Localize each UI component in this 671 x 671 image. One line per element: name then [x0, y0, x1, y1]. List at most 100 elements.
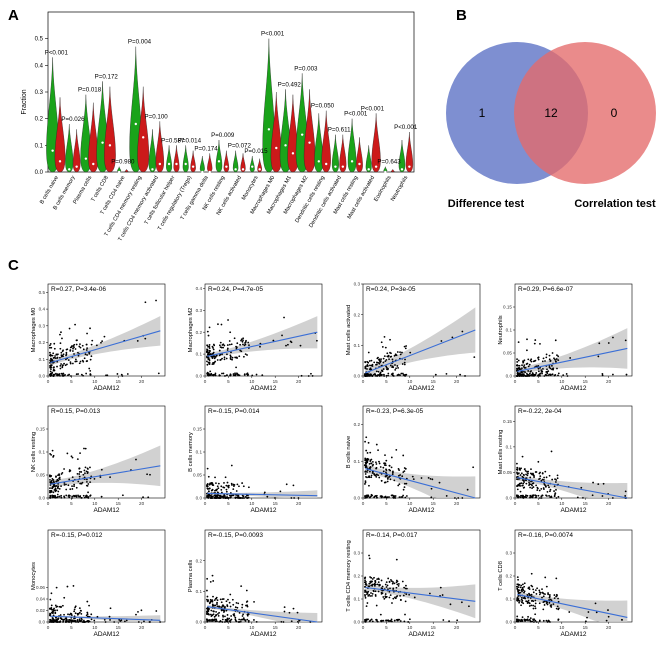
- scatter-point: [241, 340, 244, 343]
- scatter-ci-band: [517, 474, 628, 498]
- scatter-point: [607, 615, 610, 618]
- scatter-point: [82, 360, 85, 363]
- scatter-point: [240, 338, 243, 341]
- scatter-point: [206, 344, 208, 347]
- scatter-x-axis-label: ADAM12: [250, 507, 276, 514]
- scatter-point: [89, 466, 91, 469]
- scatter-point: [369, 451, 372, 454]
- scatter-point: [52, 480, 55, 483]
- scatter-point: [234, 497, 237, 499]
- scatter-point: [85, 614, 88, 617]
- scatter-point: [538, 373, 541, 376]
- scatter-point: [534, 339, 537, 341]
- scatter-x-axis-label: ADAM12: [408, 631, 434, 638]
- scatter-point: [373, 583, 376, 586]
- scatter-x-tick-label: 10: [249, 625, 255, 630]
- venn-set-label-correlation: Correlation test: [574, 198, 656, 210]
- scatter-point: [532, 588, 535, 591]
- scatter-point: [517, 586, 520, 589]
- scatter-point: [540, 497, 543, 499]
- scatter-point: [378, 476, 381, 479]
- scatter-point: [554, 492, 557, 495]
- scatter-point: [55, 620, 57, 622]
- scatter-x-axis-label: ADAM12: [93, 507, 119, 514]
- scatter-point: [221, 618, 224, 621]
- scatter-point: [208, 361, 211, 364]
- violin-green-median: [117, 170, 121, 174]
- violin-p-value: P=0.004: [128, 39, 152, 46]
- scatter-point: [375, 463, 378, 465]
- scatter-point: [543, 488, 545, 491]
- scatter-point: [397, 583, 400, 585]
- scatter-point: [382, 619, 385, 622]
- scatter-point: [548, 358, 551, 361]
- scatter-point: [379, 466, 382, 468]
- scatter-point: [383, 335, 386, 338]
- violin-red: [356, 137, 363, 173]
- scatter-point: [395, 354, 398, 357]
- scatter-point: [375, 476, 378, 478]
- scatter-point: [532, 482, 535, 484]
- violin-p-value: P=0.050: [311, 103, 335, 110]
- scatter-y-tick-label: 0.1: [39, 450, 46, 455]
- scatter-point: [79, 343, 81, 346]
- scatter-point: [540, 369, 543, 372]
- scatter-point: [460, 601, 463, 604]
- scatter-point: [528, 592, 530, 595]
- scatter-y-axis-label: Macrophages M2: [188, 308, 194, 353]
- scatter-point: [368, 360, 371, 362]
- violin-red-median: [275, 146, 278, 150]
- scatter-y-tick-label: 0.0: [506, 496, 513, 501]
- scatter-regression-line: [365, 329, 476, 374]
- scatter-x-axis-label: ADAM12: [250, 385, 276, 392]
- scatter-point: [523, 591, 525, 594]
- scatter-x-tick-label: 20: [606, 625, 612, 630]
- scatter-point: [229, 357, 232, 359]
- scatter-point: [316, 339, 318, 342]
- scatter-point: [246, 605, 249, 608]
- scatter-point: [212, 613, 215, 616]
- scatter-point: [365, 496, 367, 499]
- scatter-x-tick-label: 5: [227, 379, 230, 384]
- scatter-point: [389, 594, 392, 597]
- scatter-point: [235, 601, 238, 604]
- scatter-point: [523, 468, 526, 471]
- scatter-point: [544, 593, 546, 596]
- scatter-point: [546, 603, 549, 606]
- scatter-point: [65, 619, 67, 622]
- scatter-point: [230, 351, 232, 354]
- scatter-point: [539, 375, 541, 377]
- scatter-point: [235, 366, 237, 369]
- violin-red: [72, 129, 81, 173]
- scatter-point: [377, 474, 380, 477]
- scatter-point: [88, 604, 90, 607]
- scatter-point: [393, 479, 396, 482]
- scatter-point: [66, 452, 69, 455]
- scatter-point: [404, 600, 407, 603]
- scatter-x-tick-label: 15: [273, 379, 279, 384]
- scatter-point: [125, 619, 128, 622]
- scatter-point: [520, 620, 523, 622]
- scatter-point: [207, 334, 210, 337]
- violin-green-median: [101, 141, 104, 144]
- scatter-point: [86, 613, 89, 616]
- scatter-point: [384, 454, 386, 457]
- scatter-point: [461, 497, 464, 499]
- scatter-point: [227, 486, 230, 489]
- scatter-point: [527, 601, 530, 604]
- scatter-point: [207, 497, 210, 499]
- scatter-point: [429, 477, 432, 480]
- scatter-point: [549, 488, 552, 491]
- scatter-point: [241, 606, 244, 609]
- scatter-x-tick-label: 20: [296, 379, 302, 384]
- scatter-point: [402, 488, 405, 491]
- scatter-grid: 0 5 10 15 200.00.10.20.30.40.5 R=0.27, P=3.4e…: [31, 282, 633, 638]
- scatter-point: [54, 489, 57, 492]
- scatter-point: [218, 611, 220, 614]
- scatter-point: [236, 342, 239, 345]
- scatter-point: [246, 374, 249, 377]
- scatter-point: [85, 484, 88, 487]
- scatter-point: [532, 600, 535, 603]
- scatter-point: [248, 344, 250, 347]
- scatter-point: [520, 370, 523, 373]
